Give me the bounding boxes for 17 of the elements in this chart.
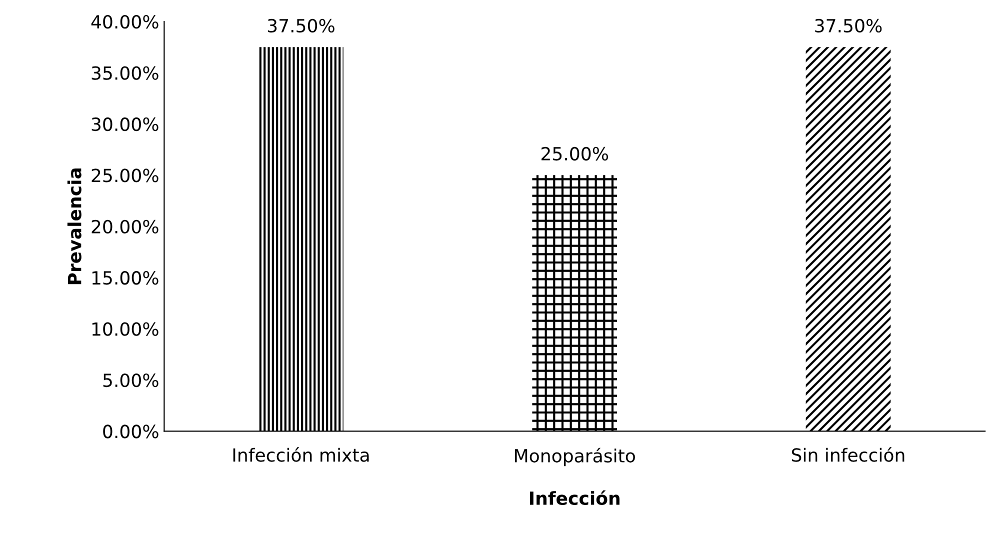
y-axis-title: Prevalencia <box>67 168 82 284</box>
y-tick-label: 10.00% <box>92 322 158 336</box>
x-tick-label: Sin infección <box>792 447 904 462</box>
y-tick-label: 0.00% <box>103 424 158 438</box>
y-tick-label: 35.00% <box>92 66 158 80</box>
data-label: 37.50% <box>815 18 882 33</box>
y-tick-label: 40.00% <box>91 15 158 29</box>
data-label: 25.00% <box>542 146 608 161</box>
data-label: 37.50% <box>268 18 334 33</box>
y-tick-label: 15.00% <box>92 271 158 285</box>
y-tick-label: 25.00% <box>92 168 158 182</box>
x-axis-title: Infección <box>530 490 620 506</box>
y-tick-label: 20.00% <box>92 220 158 234</box>
y-tick-label: 30.00% <box>92 117 158 132</box>
x-tick-label: Monoparásito <box>515 448 635 466</box>
x-tick-label: Infección mixta <box>233 447 369 462</box>
y-tick-label: 5.00% <box>103 373 158 388</box>
